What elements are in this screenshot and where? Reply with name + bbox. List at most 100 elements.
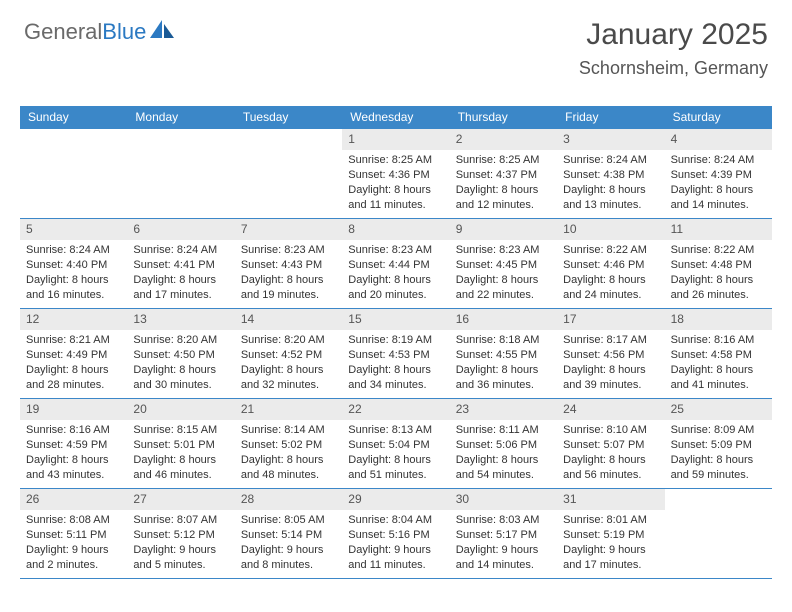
- day-body: Sunrise: 8:16 AMSunset: 4:58 PMDaylight:…: [665, 333, 772, 396]
- calendar-cell: 21 Sunrise: 8:14 AMSunset: 5:02 PMDayligh…: [235, 399, 342, 488]
- daylight-line2: and 24 minutes.: [563, 288, 658, 303]
- daylight-line1: Daylight: 8 hours: [241, 453, 336, 468]
- sunrise-text: Sunrise: 8:24 AM: [133, 243, 228, 258]
- daylight-line2: and 22 minutes.: [456, 288, 551, 303]
- daylight-line1: Daylight: 9 hours: [133, 543, 228, 558]
- sunset-text: Sunset: 5:16 PM: [348, 528, 443, 543]
- day-number: 6: [127, 219, 234, 240]
- day-body: Sunrise: 8:25 AMSunset: 4:37 PMDaylight:…: [450, 153, 557, 216]
- daylight-line1: Daylight: 8 hours: [563, 183, 658, 198]
- calendar-cell: 14Sunrise: 8:20 AMSunset: 4:52 PMDayligh…: [235, 309, 342, 398]
- daylight-line1: Daylight: 9 hours: [456, 543, 551, 558]
- sunset-text: Sunset: 5:04 PM: [348, 438, 443, 453]
- calendar-cell: 7Sunrise: 8:23 AMSunset: 4:43 PMDaylight…: [235, 219, 342, 308]
- day-body: Sunrise: 8:20 AMSunset: 4:50 PMDaylight:…: [127, 333, 234, 396]
- daylight-line1: Daylight: 8 hours: [456, 363, 551, 378]
- day-body: Sunrise: 8:15 AMSunset: 5:01 PMDaylight:…: [127, 423, 234, 486]
- daylight-line2: and 28 minutes.: [26, 378, 121, 393]
- week-row: 19 Sunrise: 8:16 AMSunset: 4:59 PM Dayligh…: [20, 399, 772, 489]
- sunset-text: Sunset: 4:39 PM: [671, 168, 766, 183]
- day-number: 16: [450, 309, 557, 330]
- daylight-line2: and 26 minutes.: [671, 288, 766, 303]
- daylight-line2: and 12 minutes.: [456, 198, 551, 213]
- calendar-cell: [20, 129, 127, 218]
- calendar-cell: 4Sunrise: 8:24 AMSunset: 4:39 PMDaylight…: [665, 129, 772, 218]
- sunset-text: Sunset: 4:50 PM: [133, 348, 228, 363]
- sunrise-text: Sunrise: 8:03 AM: [456, 513, 551, 528]
- sunrise-text: Sunrise: 8:19 AM: [348, 333, 443, 348]
- day-body: Sunrise: 8:10 AMSunset: 5:07 PMDaylight:…: [557, 423, 664, 486]
- day-number: 26: [20, 489, 127, 510]
- daylight-line1: Daylight: 9 hours: [26, 543, 121, 558]
- sunrise-text: Sunrise: 8:24 AM: [563, 153, 658, 168]
- calendar-cell: [665, 489, 772, 578]
- sunset-text: Sunset: 4:44 PM: [348, 258, 443, 273]
- logo: GeneralBlue: [24, 18, 176, 45]
- daylight-line2: and 20 minutes.: [348, 288, 443, 303]
- daylight-line2: and 17 minutes.: [563, 558, 658, 573]
- sunrise-text: Sunrise: 8:13 AM: [348, 423, 443, 438]
- daylight-line2: and 36 minutes.: [456, 378, 551, 393]
- day-number: 14: [235, 309, 342, 330]
- calendar-cell: 30Sunrise: 8:03 AMSunset: 5:17 PMDayligh…: [450, 489, 557, 578]
- sunset-text: Sunset: 4:46 PM: [563, 258, 658, 273]
- calendar-cell: 25Sunrise: 8:09 AMSunset: 5:09 PMDayligh…: [665, 399, 772, 488]
- daylight-line2: and 19 minutes.: [241, 288, 336, 303]
- day-body: Sunrise: 8:18 AMSunset: 4:55 PMDaylight:…: [450, 333, 557, 396]
- sunrise-text: Sunrise: 8:17 AM: [563, 333, 658, 348]
- location: Schornsheim, Germany: [579, 58, 768, 79]
- sunrise-text: Sunrise: 8:09 AM: [671, 423, 766, 438]
- day-number: 31: [557, 489, 664, 510]
- sunset-text: Sunset: 4:48 PM: [671, 258, 766, 273]
- daylight-line2: and 46 minutes.: [133, 468, 228, 483]
- calendar-cell: 20Sunrise: 8:15 AMSunset: 5:01 PMDayligh…: [127, 399, 234, 488]
- day-header-wednesday: Wednesday: [342, 106, 449, 129]
- day-number: 21: [235, 399, 342, 420]
- calendar-cell: 12Sunrise: 8:21 AMSunset: 4:49 PMDayligh…: [20, 309, 127, 398]
- daylight-line1: Daylight: 8 hours: [348, 183, 443, 198]
- sunset-text: Sunset: 4:43 PM: [241, 258, 336, 273]
- sunrise-text: Sunrise: 8:23 AM: [348, 243, 443, 258]
- day-header-saturday: Saturday: [665, 106, 772, 129]
- day-body: Sunrise: 8:24 AMSunset: 4:40 PMDaylight:…: [20, 243, 127, 306]
- day-body: Sunrise: 8:24 AMSunset: 4:41 PMDaylight:…: [127, 243, 234, 306]
- sunrise-text: Sunrise: 8:23 AM: [241, 243, 336, 258]
- day-body: Sunrise: 8:14 AMSunset: 5:02 PMDaylight:…: [235, 423, 342, 486]
- calendar-cell: 18Sunrise: 8:16 AMSunset: 4:58 PMDayligh…: [665, 309, 772, 398]
- day-body: Sunrise: 8:01 AMSunset: 5:19 PMDaylight:…: [557, 513, 664, 576]
- sunset-text: Sunset: 5:14 PM: [241, 528, 336, 543]
- daylight-line1: Daylight: 8 hours: [671, 363, 766, 378]
- daylight-line1: Daylight: 8 hours: [563, 453, 658, 468]
- day-number: 13: [127, 309, 234, 330]
- logo-sail-icon: [148, 18, 176, 45]
- day-number: 5: [20, 219, 127, 240]
- day-body: Sunrise: 8:03 AMSunset: 5:17 PMDaylight:…: [450, 513, 557, 576]
- daylight-line1: Daylight: 8 hours: [348, 273, 443, 288]
- sunset-text: Sunset: 4:56 PM: [563, 348, 658, 363]
- day-body: Sunrise: 8:17 AMSunset: 4:56 PMDaylight:…: [557, 333, 664, 396]
- sunset-text: Sunset: 5:07 PM: [563, 438, 658, 453]
- sunset-text: Sunset: 4:36 PM: [348, 168, 443, 183]
- day-number: 2: [450, 129, 557, 150]
- week-row: 5 Sunrise: 8:24 AMSunset: 4:40 PMDaylight…: [20, 219, 772, 309]
- daylight-line1: Daylight: 8 hours: [133, 273, 228, 288]
- day-number: 23: [450, 399, 557, 420]
- sunset-text: Sunset: 4:45 PM: [456, 258, 551, 273]
- sunset-text: Sunset: 4:59 PM: [26, 438, 121, 453]
- sunrise-text: Sunrise: 8:05 AM: [241, 513, 336, 528]
- daylight-line2: and 56 minutes.: [563, 468, 658, 483]
- daylight-line2: and 16 minutes.: [26, 288, 121, 303]
- sunset-text: Sunset: 4:38 PM: [563, 168, 658, 183]
- sunrise-text: Sunrise: 8:04 AM: [348, 513, 443, 528]
- sunrise-text: Sunrise: 8:16 AM: [26, 423, 121, 438]
- calendar: Sunday Monday Tuesday Wednesday Thursday…: [20, 106, 772, 579]
- day-number: 8: [342, 219, 449, 240]
- daylight-line2: and 17 minutes.: [133, 288, 228, 303]
- day-number: 28: [235, 489, 342, 510]
- daylight-line2: and 51 minutes.: [348, 468, 443, 483]
- day-number: 19: [20, 399, 127, 420]
- day-number: 4: [665, 129, 772, 150]
- daylight-line2: and 32 minutes.: [241, 378, 336, 393]
- logo-text-general: General: [24, 19, 102, 44]
- sunset-text: Sunset: 4:41 PM: [133, 258, 228, 273]
